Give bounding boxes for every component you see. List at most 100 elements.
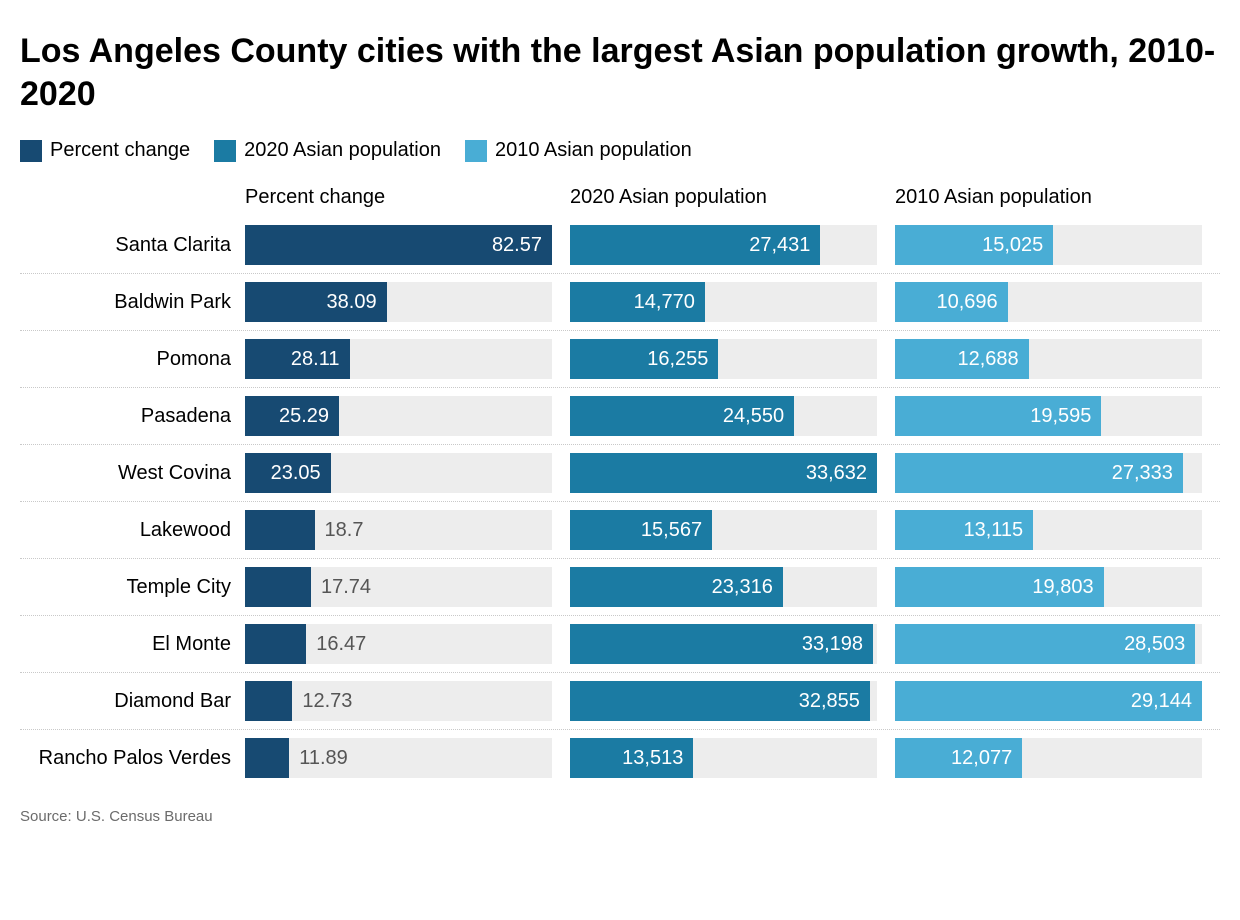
table-row: Pomona28.1116,25512,688: [20, 330, 1220, 387]
bar-value-label: 18.7: [315, 510, 374, 550]
bar-value-label: 19,595: [1020, 396, 1101, 436]
bar-value-label: 16.47: [306, 624, 376, 664]
bar-cell: 15,567: [570, 510, 895, 550]
bar-fill: 33,198: [570, 624, 873, 664]
column-header: 2010 Asian population: [895, 186, 1220, 209]
bar-track: 19,595: [895, 396, 1202, 436]
table-row: Pasadena25.2924,55019,595: [20, 387, 1220, 444]
bar-fill: 27,431: [570, 225, 820, 265]
bar-cell: 11.89: [245, 738, 570, 778]
legend-label: 2010 Asian population: [495, 139, 692, 162]
table-row: Santa Clarita 82.57 27,431 15,025: [20, 217, 1220, 273]
column-header: 2020 Asian population: [570, 186, 895, 209]
bar-track: 27,431: [570, 225, 877, 265]
table-row: Baldwin Park 38.09 14,770 10,696: [20, 273, 1220, 330]
bar-cell: 24,550: [570, 396, 895, 436]
bar-cell: 23,316: [570, 567, 895, 607]
bar-value-label: 82.57: [482, 225, 552, 265]
chart-source: Source: U.S. Census Bureau: [20, 808, 1220, 825]
bar-fill: 16.47: [245, 624, 306, 664]
bar-track: 24,550: [570, 396, 877, 436]
bar-fill: 12.73: [245, 681, 292, 721]
bar-value-label: 17.74: [311, 567, 381, 607]
bar-cell: 12,077: [895, 738, 1220, 778]
bar-cell: 19,803: [895, 567, 1220, 607]
legend-label: 2020 Asian population: [244, 139, 441, 162]
bar-value-label: 12,077: [941, 738, 1022, 778]
bar-fill: 19,803: [895, 567, 1104, 607]
bar-track: 16.47: [245, 624, 552, 664]
bar-cell: 15,025: [895, 225, 1220, 265]
bar-cell: 82.57: [245, 225, 570, 265]
bar-track: 82.57: [245, 225, 552, 265]
bar-cell: 17.74: [245, 567, 570, 607]
bar-value-label: 11.89: [289, 738, 358, 778]
bar-track: 23,316: [570, 567, 877, 607]
bar-value-label: 19,803: [1022, 567, 1103, 607]
row-label: Temple City: [20, 576, 245, 599]
bar-fill: 14,770: [570, 282, 705, 322]
chart-rows: Santa Clarita 82.57 27,431 15,025 Baldwin Pa…: [20, 217, 1220, 786]
bar-fill: 28.11: [245, 339, 350, 379]
bar-fill: 18.7: [245, 510, 315, 550]
bar-fill: 25.29: [245, 396, 339, 436]
bar-value-label: 10,696: [926, 282, 1007, 322]
chart-header-row: Percent change2020 Asian population2010 …: [20, 186, 1220, 217]
bar-track: 11.89: [245, 738, 552, 778]
bar-fill: 15,025: [895, 225, 1053, 265]
bar-fill: 29,144: [895, 681, 1202, 721]
bar-track: 29,144: [895, 681, 1202, 721]
bar-track: 33,198: [570, 624, 877, 664]
bar-fill: 19,595: [895, 396, 1101, 436]
bar-fill: 11.89: [245, 738, 289, 778]
bar-track: 38.09: [245, 282, 552, 322]
bar-value-label: 33,198: [792, 624, 873, 664]
bar-track: 27,333: [895, 453, 1202, 493]
bar-cell: 28,503: [895, 624, 1220, 664]
bar-fill: 24,550: [570, 396, 794, 436]
bar-fill: 12,688: [895, 339, 1029, 379]
bar-cell: 29,144: [895, 681, 1220, 721]
bar-value-label: 13,115: [953, 510, 1033, 550]
bar-cell: 12.73: [245, 681, 570, 721]
row-label: Baldwin Park: [20, 291, 245, 314]
table-row: Temple City 17.74 23,316 19,803: [20, 558, 1220, 615]
bar-value-label: 24,550: [713, 396, 794, 436]
bar-track: 15,567: [570, 510, 877, 550]
table-row: Lakewood18.715,56713,115: [20, 501, 1220, 558]
bar-track: 28,503: [895, 624, 1202, 664]
bar-cell: 14,770: [570, 282, 895, 322]
legend-swatch: [20, 140, 42, 162]
bar-value-label: 38.09: [317, 282, 387, 322]
legend-swatch: [214, 140, 236, 162]
bar-track: 32,855: [570, 681, 877, 721]
bar-track: 13,115: [895, 510, 1202, 550]
bar-value-label: 28.11: [281, 339, 350, 379]
bar-track: 25.29: [245, 396, 552, 436]
bar-value-label: 13,513: [612, 738, 693, 778]
bar-track: 15,025: [895, 225, 1202, 265]
bar-track: 13,513: [570, 738, 877, 778]
bar-value-label: 15,567: [631, 510, 712, 550]
row-label: Rancho Palos Verdes: [20, 747, 245, 770]
bar-cell: 18.7: [245, 510, 570, 550]
bar-fill: 23,316: [570, 567, 783, 607]
bar-cell: 16,255: [570, 339, 895, 379]
bar-track: 12.73: [245, 681, 552, 721]
bar-fill: 82.57: [245, 225, 552, 265]
bar-value-label: 27,333: [1102, 453, 1183, 493]
bar-value-label: 27,431: [739, 225, 820, 265]
bar-fill: 32,855: [570, 681, 870, 721]
bar-track: 23.05: [245, 453, 552, 493]
bar-cell: 16.47: [245, 624, 570, 664]
page-title: Los Angeles County cities with the large…: [20, 30, 1220, 115]
bar-fill: 12,077: [895, 738, 1022, 778]
row-label: Santa Clarita: [20, 234, 245, 257]
bar-track: 17.74: [245, 567, 552, 607]
bar-value-label: 16,255: [637, 339, 718, 379]
bar-fill: 13,513: [570, 738, 693, 778]
row-label: Diamond Bar: [20, 690, 245, 713]
bar-fill: 27,333: [895, 453, 1183, 493]
bar-track: 19,803: [895, 567, 1202, 607]
table-row: Rancho Palos Verdes11.8913,51312,077: [20, 729, 1220, 786]
